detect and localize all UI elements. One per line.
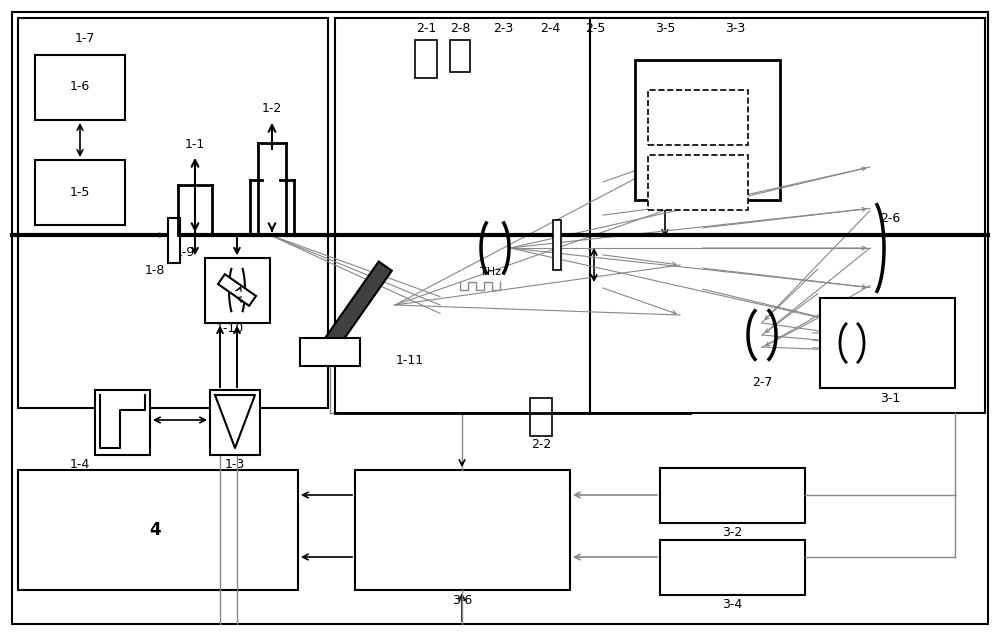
Text: 2-8: 2-8 [450,22,470,34]
Text: 1-9: 1-9 [175,245,195,258]
Bar [648,90,748,145]
Text: 2-7: 2-7 [752,375,772,389]
Text: 1-4: 1-4 [70,459,90,471]
Text: 3-2: 3-2 [722,525,742,539]
Text: 1-12: 1-12 [317,345,343,359]
Text: 1-3: 1-3 [225,459,245,471]
Text: 2-3: 2-3 [493,22,513,34]
Bar [635,60,780,200]
Text: 1-6: 1-6 [70,81,90,93]
Text: 1-10: 1-10 [216,322,244,335]
Text: 1-7: 1-7 [75,32,95,45]
Text: 3-6: 3-6 [452,593,472,607]
Bar [205,258,270,323]
Bar [660,468,805,523]
Bar [18,470,298,590]
Bar [300,338,360,366]
Bar [335,18,690,413]
Bar [95,390,150,455]
Text: 3-3: 3-3 [725,22,745,34]
Text: 2-6: 2-6 [880,212,900,225]
Bar [648,155,748,210]
Text: 1-2: 1-2 [262,102,282,114]
Text: 2-5: 2-5 [585,22,605,34]
Text: 1-8: 1-8 [145,263,165,277]
Text: 1-1: 1-1 [185,139,205,151]
Bar [415,40,437,78]
Bar [820,298,955,388]
Bar [210,390,260,455]
Bar [18,18,328,408]
Bar [355,470,570,590]
Text: 4: 4 [149,521,161,539]
Bar [35,160,125,225]
Text: 2-2: 2-2 [531,438,551,452]
Polygon shape [324,261,392,349]
Text: 2-1: 2-1 [416,22,436,34]
Text: 3-5: 3-5 [655,22,675,34]
Text: 1-5: 1-5 [70,186,90,198]
Text: THz: THz [480,267,501,277]
Bar [450,40,470,72]
Bar [168,218,180,263]
Text: 3-4: 3-4 [722,598,742,611]
Bar [530,398,552,436]
Bar [553,220,561,270]
Text: 3-1: 3-1 [880,392,900,404]
Bar [35,55,125,120]
Bar [660,540,805,595]
Polygon shape [218,274,256,306]
Text: 2-4: 2-4 [540,22,560,34]
Text: 1-11: 1-11 [396,354,424,366]
Bar [590,18,985,413]
